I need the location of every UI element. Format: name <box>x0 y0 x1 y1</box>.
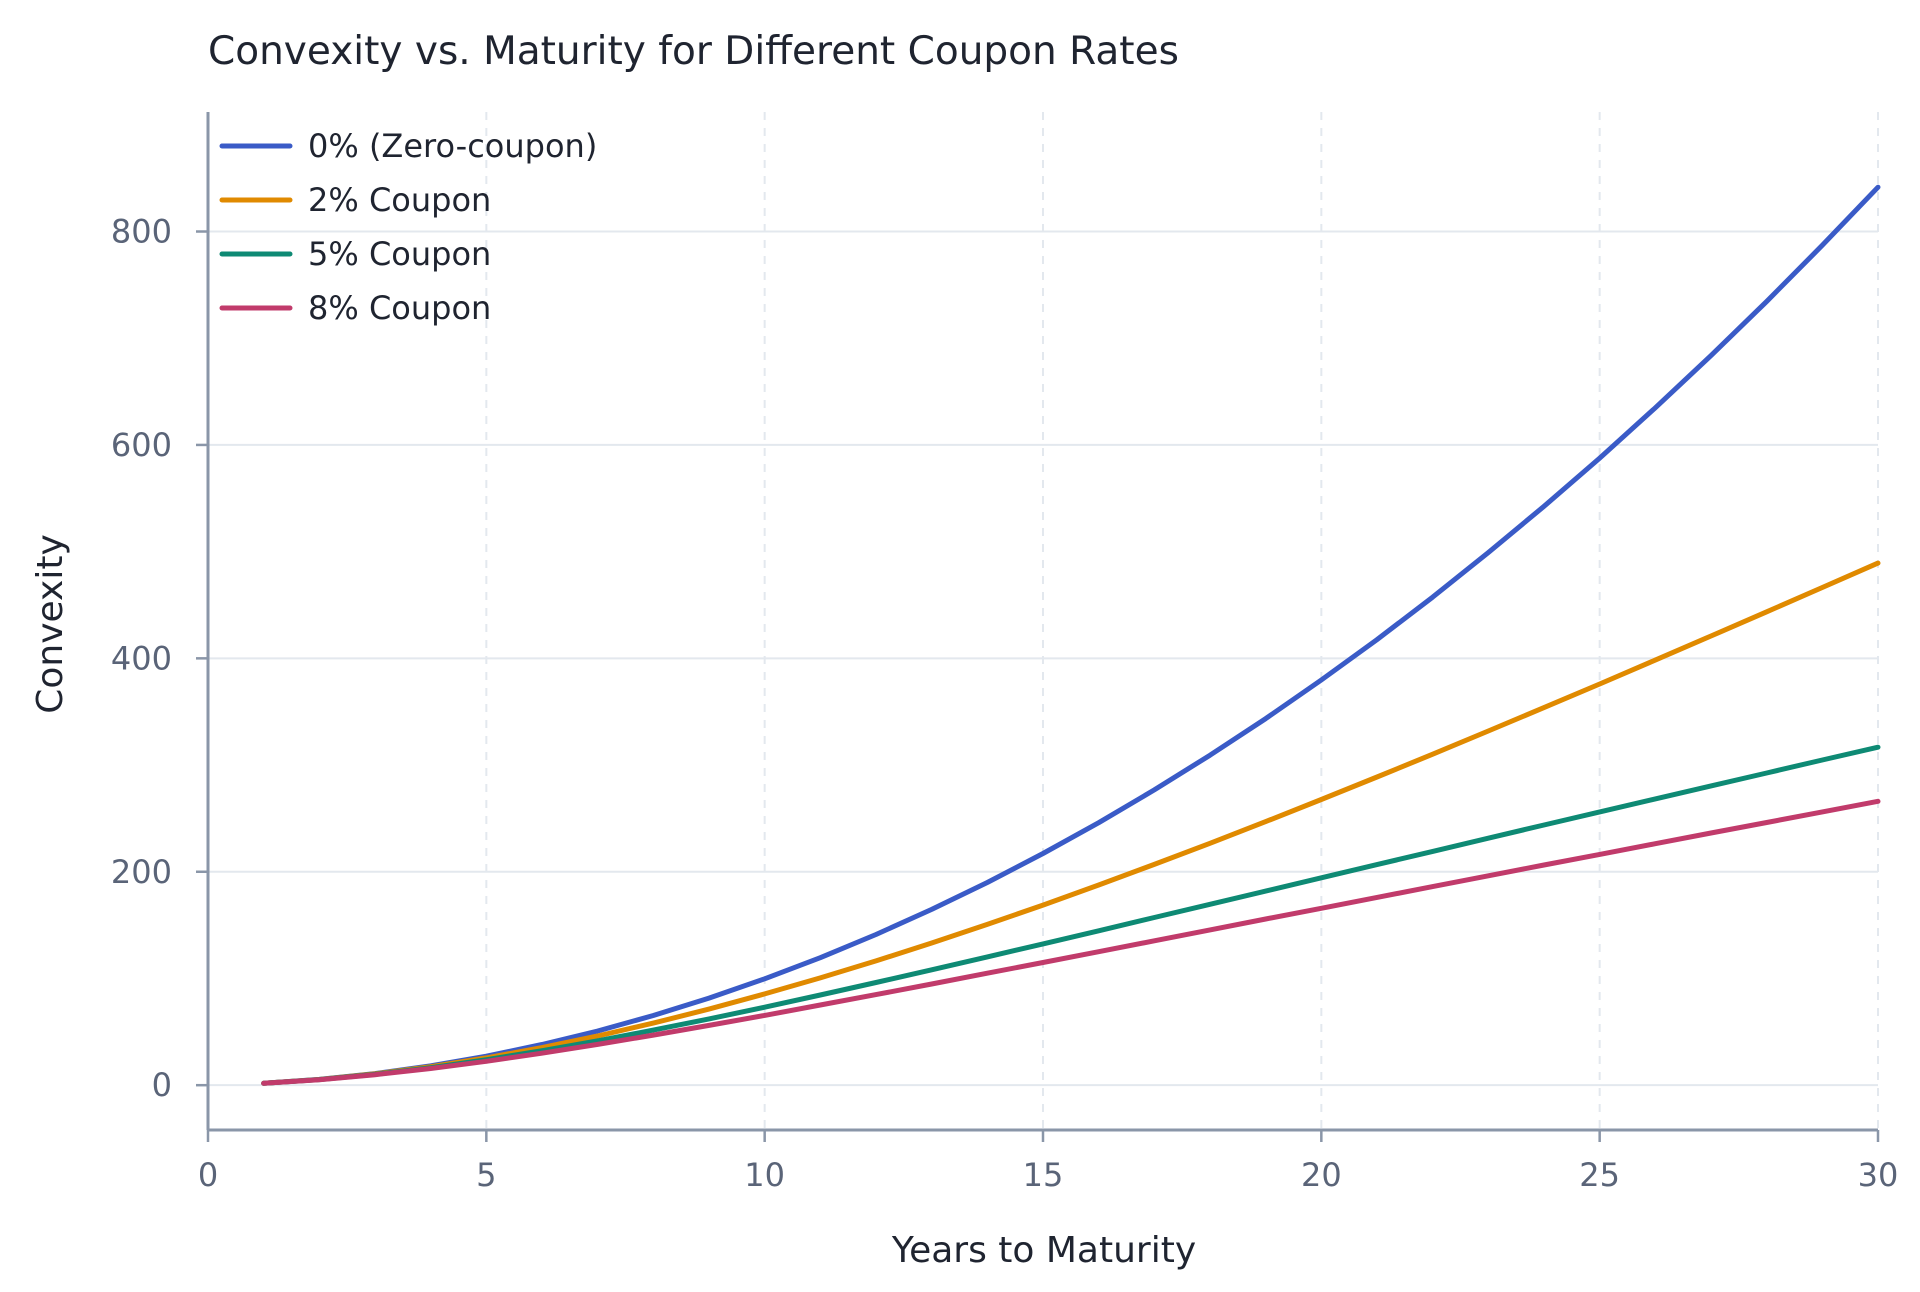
legend-label: 5% Coupon <box>308 235 491 273</box>
y-tick-label: 800 <box>111 213 172 251</box>
y-tick-label: 0 <box>152 1066 172 1104</box>
series-line-3 <box>261 744 1881 1086</box>
x-tick-label: 15 <box>1023 1156 1064 1194</box>
y-tick-label: 600 <box>111 426 172 464</box>
y-axis-label: Convexity <box>30 534 71 714</box>
x-axis-label: Years to Maturity <box>891 1230 1196 1271</box>
legend-label: 8% Coupon <box>308 289 491 327</box>
y-tick-label: 200 <box>111 853 172 891</box>
x-tick-label: 0 <box>198 1156 218 1194</box>
legend-label: 2% Coupon <box>308 181 491 219</box>
y-tick-label: 400 <box>111 639 172 677</box>
x-tick-label: 25 <box>1579 1156 1620 1194</box>
chart-title: Convexity vs. Maturity for Different Cou… <box>208 29 1179 74</box>
series-line-4 <box>261 798 1881 1086</box>
series-line-1 <box>261 184 1881 1086</box>
grid <box>208 112 1879 1130</box>
x-tick-label: 30 <box>1858 1156 1899 1194</box>
x-tick-label: 10 <box>744 1156 785 1194</box>
series-line-2 <box>261 560 1881 1086</box>
series-lines <box>261 184 1881 1086</box>
ticks: 0 200 400 600 800 0 5 10 15 20 25 30 <box>111 213 1898 1194</box>
legend: 0% (Zero-coupon) 2% Coupon 5% Coupon 8% Cou… <box>219 127 597 327</box>
x-tick-label: 20 <box>1301 1156 1342 1194</box>
x-tick-label: 5 <box>476 1156 496 1194</box>
legend-label: 0% (Zero-coupon) <box>308 127 597 165</box>
